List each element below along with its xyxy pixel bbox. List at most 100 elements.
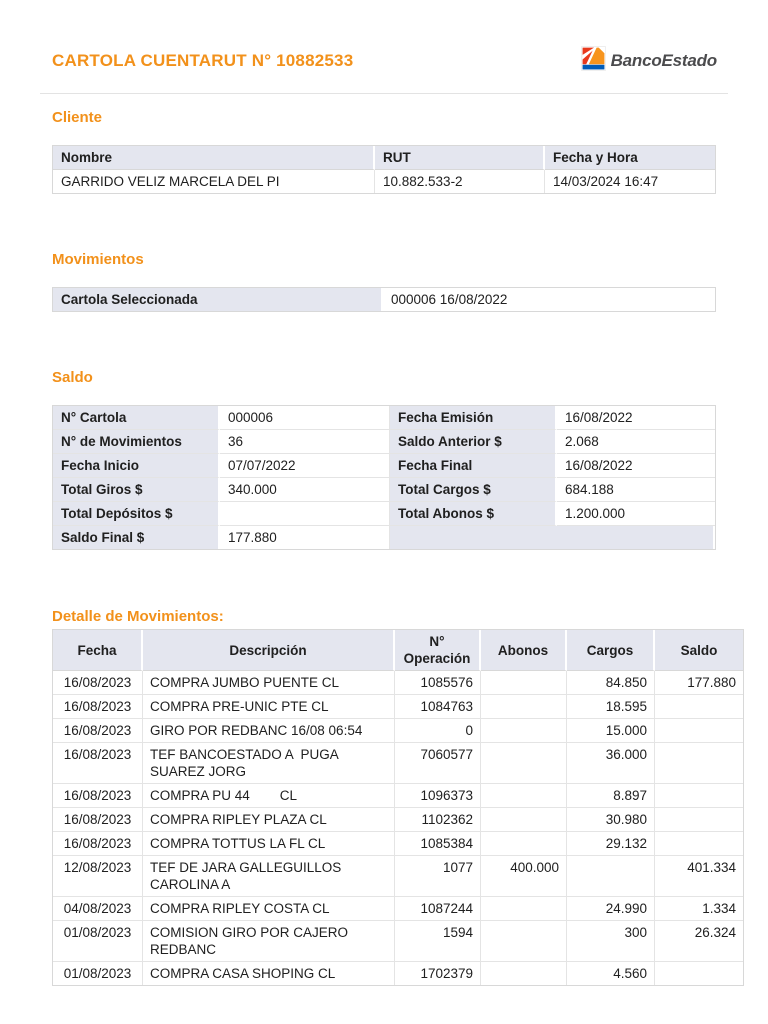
movement-saldo: 177.880 [655, 671, 743, 695]
movement-descripcion: TEF DE JARA GALLEGUILLOS CAROLINA A [143, 856, 395, 897]
detalle-col-abonos: Abonos [481, 630, 567, 671]
movement-abonos [481, 962, 567, 985]
movement-operacion: 1702379 [395, 962, 481, 985]
movement-abonos [481, 743, 567, 784]
movement-descripcion: COMPRA CASA SHOPING CL [143, 962, 395, 985]
movement-fecha: 16/08/2023 [53, 671, 143, 695]
movement-cargos: 18.595 [567, 695, 655, 719]
movimientos-table: Cartola Seleccionada 000006 16/08/2022 [52, 287, 716, 312]
movement-saldo [655, 962, 743, 985]
saldo-label: Saldo Anterior $ [390, 430, 557, 454]
movement-cargos: 300 [567, 921, 655, 962]
detalle-col-cargos: Cargos [567, 630, 655, 671]
movement-fecha: 04/08/2023 [53, 897, 143, 921]
movement-cargos: 15.000 [567, 719, 655, 743]
movement-fecha: 16/08/2023 [53, 695, 143, 719]
movement-operacion: 1594 [395, 921, 481, 962]
movement-abonos [481, 695, 567, 719]
movement-row: 01/08/2023 COMPRA CASA SHOPING CL 170237… [53, 962, 743, 985]
cartola-seleccionada-row: Cartola Seleccionada 000006 16/08/2022 [53, 288, 715, 311]
saldo-label: Saldo Final $ [53, 526, 220, 549]
movement-cargos: 24.990 [567, 897, 655, 921]
detalle-col-saldo: Saldo [655, 630, 743, 671]
saldo-value: 16/08/2022 [557, 406, 715, 430]
saldo-row: Saldo Final $ 177.880 [53, 526, 715, 549]
saldo-label: Fecha Emisión [390, 406, 557, 430]
cliente-heading: Cliente [52, 109, 103, 126]
cliente-col-rut: RUT [375, 146, 545, 170]
movement-abonos [481, 719, 567, 743]
saldo-value: 1.200.000 [557, 502, 715, 526]
movement-row: 04/08/2023 COMPRA RIPLEY COSTA CL 108724… [53, 897, 743, 921]
statement-page: CARTOLA CUENTARUT N° 10882533 BancoEstad… [40, 46, 744, 986]
movement-saldo [655, 832, 743, 856]
movement-cargos: 4.560 [567, 962, 655, 985]
cartola-seleccionada-label: Cartola Seleccionada [53, 288, 383, 311]
saldo-row: N° de Movimientos 36 Saldo Anterior $ 2.… [53, 430, 715, 454]
saldo-row: Total Depósitos $ Total Abonos $ 1.200.0… [53, 502, 715, 526]
detalle-col-operacion: N° Operación [395, 630, 481, 671]
movement-abonos [481, 671, 567, 695]
saldo-row: Fecha Inicio 07/07/2022 Fecha Final 16/0… [53, 454, 715, 478]
saldo-label: Total Depósitos $ [53, 502, 220, 526]
cliente-fecha-hora: 14/03/2024 16:47 [553, 174, 659, 189]
movement-fecha: 16/08/2023 [53, 784, 143, 808]
movement-operacion: 1096373 [395, 784, 481, 808]
movement-row: 16/08/2023 COMPRA RIPLEY PLAZA CL 110236… [53, 808, 743, 832]
movement-saldo: 1.334 [655, 897, 743, 921]
movement-cargos: 8.897 [567, 784, 655, 808]
saldo-empty-cell [390, 526, 715, 549]
saldo-value: 2.068 [557, 430, 715, 454]
cliente-table: Nombre RUT Fecha y Hora GARRIDO VELIZ MA… [52, 145, 716, 194]
movement-abonos [481, 832, 567, 856]
movement-cargos: 84.850 [567, 671, 655, 695]
movement-cargos: 36.000 [567, 743, 655, 784]
saldo-value: 340.000 [220, 478, 390, 502]
saldo-table: N° Cartola 000006 Fecha Emisión 16/08/20… [52, 405, 716, 550]
cliente-col-nombre: Nombre [53, 146, 375, 170]
movement-saldo [655, 743, 743, 784]
saldo-value: 16/08/2022 [557, 454, 715, 478]
saldo-label: N° Cartola [53, 406, 220, 430]
saldo-label: N° de Movimientos [53, 430, 220, 454]
movement-descripcion: TEF BANCOESTADO A PUGA SUAREZ JORG [143, 743, 395, 784]
movement-cargos: 29.132 [567, 832, 655, 856]
movement-fecha: 01/08/2023 [53, 921, 143, 962]
movement-descripcion: COMPRA TOTTUS LA FL CL [143, 832, 395, 856]
movement-operacion: 7060577 [395, 743, 481, 784]
movement-operacion: 1085384 [395, 832, 481, 856]
detalle-col-fecha: Fecha [53, 630, 143, 671]
saldo-label: Total Cargos $ [390, 478, 557, 502]
movement-saldo [655, 808, 743, 832]
saldo-value: 07/07/2022 [220, 454, 390, 478]
header-divider [40, 93, 728, 94]
movement-descripcion: GIRO POR REDBANC 16/08 06:54 [143, 719, 395, 743]
movement-cargos [567, 856, 655, 897]
movement-row: 12/08/2023 TEF DE JARA GALLEGUILLOS CARO… [53, 856, 743, 897]
bancoestado-logo-icon [580, 46, 606, 76]
movement-row: 16/08/2023 GIRO POR REDBANC 16/08 06:54 … [53, 719, 743, 743]
movement-row: 16/08/2023 COMPRA PRE-UNIC PTE CL 108476… [53, 695, 743, 719]
detalle-col-descripcion: Descripción [143, 630, 395, 671]
saldo-label: Fecha Final [390, 454, 557, 478]
movement-fecha: 16/08/2023 [53, 743, 143, 784]
movement-saldo: 401.334 [655, 856, 743, 897]
movement-row: 16/08/2023 COMPRA PU 44 CL 1096373 8.897 [53, 784, 743, 808]
saldo-value: 36 [220, 430, 390, 454]
bank-logo: BancoEstado [580, 46, 718, 76]
cliente-nombre: GARRIDO VELIZ MARCELA DEL PI [53, 170, 375, 193]
movement-abonos: 400.000 [481, 856, 567, 897]
cartola-seleccionada-value: 000006 16/08/2022 [391, 292, 508, 307]
bank-logo-text: BancoEstado [610, 51, 718, 70]
saldo-row: Total Giros $ 340.000 Total Cargos $ 684… [53, 478, 715, 502]
page-title: CARTOLA CUENTARUT N° 10882533 [52, 51, 354, 70]
movement-descripcion: COMPRA PRE-UNIC PTE CL [143, 695, 395, 719]
movement-row: 16/08/2023 COMPRA JUMBO PUENTE CL 108557… [53, 671, 743, 695]
movement-descripcion: COMPRA PU 44 CL [143, 784, 395, 808]
movement-operacion: 1084763 [395, 695, 481, 719]
cliente-header-row: Nombre RUT Fecha y Hora [53, 146, 715, 170]
cliente-data-row: GARRIDO VELIZ MARCELA DEL PI 10.882.533-… [53, 170, 715, 193]
saldo-label: Total Abonos $ [390, 502, 557, 526]
saldo-label: Fecha Inicio [53, 454, 220, 478]
saldo-value: 000006 [220, 406, 390, 430]
